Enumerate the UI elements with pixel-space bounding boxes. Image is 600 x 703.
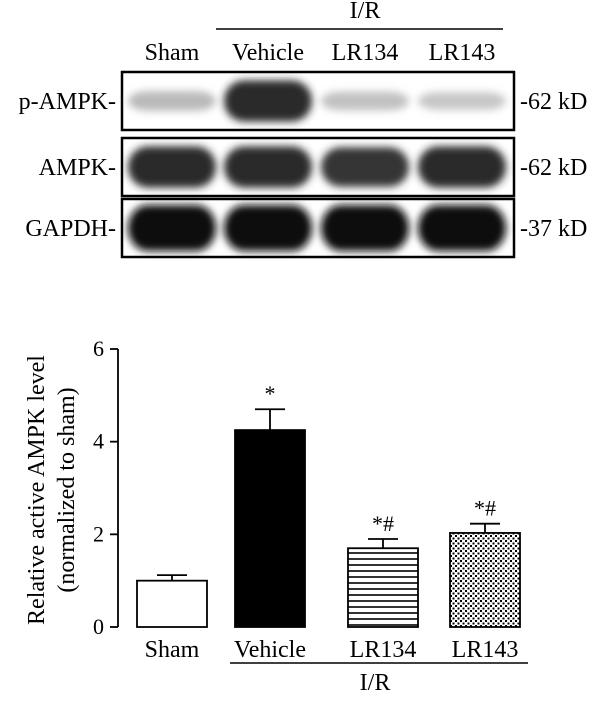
significance-label: * <box>265 381 276 406</box>
blot-band <box>224 146 312 188</box>
blot-group-label: I/R <box>350 0 381 24</box>
blot-row-size: -62 kD <box>520 89 587 115</box>
blot-band <box>321 205 409 251</box>
y-tick-label: 4 <box>93 429 104 454</box>
blot-band <box>128 146 216 188</box>
y-tick-label: 0 <box>93 614 104 639</box>
blot-band <box>321 147 409 187</box>
blot-band <box>224 205 312 251</box>
blot-row-name: GAPDH- <box>25 216 116 242</box>
blot-row-size: -37 kD <box>520 216 587 242</box>
blot-band <box>418 205 506 251</box>
y-tick-label: 6 <box>93 336 104 361</box>
x-tick-label: Vehicle <box>234 637 306 663</box>
x-tick-label: LR143 <box>452 637 519 663</box>
bar <box>234 429 306 628</box>
significance-label: *# <box>474 496 496 521</box>
significance-label: *# <box>372 511 394 536</box>
western-blot: I/R Sham Vehicle LR134 LR143 p-AMPK- -62 kD A… <box>19 0 587 259</box>
bar <box>347 547 419 628</box>
blot-lane-label: Vehicle <box>232 40 304 66</box>
x-tick-label: LR134 <box>350 637 417 663</box>
blot-lane-label: LR143 <box>429 40 496 66</box>
blot-lane-label: LR134 <box>332 40 399 66</box>
y-axis: 0 2 4 6 <box>93 336 119 639</box>
y-axis-label-line1: Relative active AMPK level <box>24 355 50 625</box>
blot-band <box>224 80 312 122</box>
blot-row-name: p-AMPK- <box>19 89 116 115</box>
bar <box>449 532 521 628</box>
x-tick-label: Sham <box>145 637 200 663</box>
blot-lane-label: Sham <box>145 40 200 66</box>
blot-band <box>418 92 506 110</box>
y-tick-label: 2 <box>93 521 104 546</box>
bar-chart: 0 2 4 6 * *# *# Sham Vehicle LR134 LR143 Relativ… <box>24 336 528 696</box>
blot-row-name: AMPK- <box>39 155 116 181</box>
y-axis-label-line2: (normalized to sham) <box>54 387 80 592</box>
blot-band <box>418 146 506 188</box>
bar <box>136 579 208 628</box>
blot-band <box>321 91 409 111</box>
x-group-label: I/R <box>360 670 391 696</box>
blot-row-size: -62 kD <box>520 155 587 181</box>
blot-band <box>128 205 216 251</box>
blot-band <box>128 91 216 111</box>
